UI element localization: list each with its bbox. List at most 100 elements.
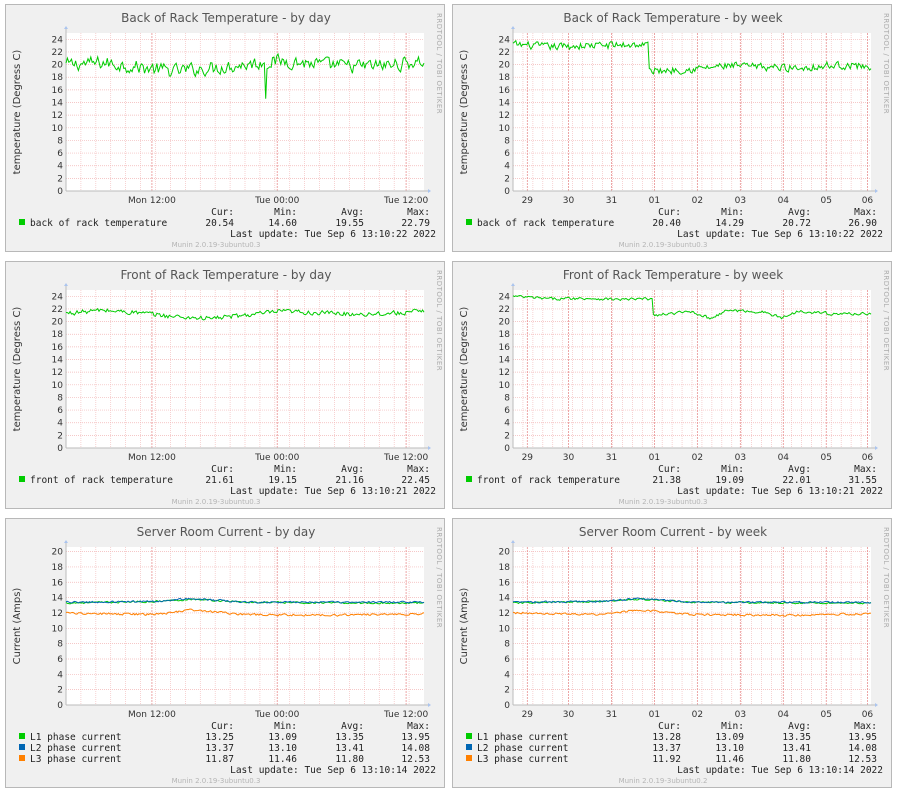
legend-label: front of rack temperature	[477, 475, 620, 486]
y-tick-label: 4	[504, 419, 510, 429]
stat-value: 13.28	[652, 732, 681, 743]
y-tick-label: 4	[504, 670, 510, 680]
stat-header: Cur:	[658, 207, 681, 218]
series-line	[65, 597, 425, 604]
series-line	[512, 39, 872, 76]
legend-swatch	[19, 733, 25, 739]
stat-value: 21.61	[205, 475, 234, 486]
stat-header: Cur:	[658, 464, 681, 475]
stat-value: 13.37	[205, 743, 234, 754]
y-axis-label: temperature (Degress C)	[459, 307, 470, 432]
y-tick-label: 0	[504, 701, 510, 711]
y-tick-label: 6	[57, 655, 63, 665]
stat-value: 13.37	[652, 743, 681, 754]
stat-header: Min:	[721, 207, 744, 218]
legend-label: back of rack temperature	[477, 218, 615, 229]
series-line	[65, 52, 425, 99]
stat-header: Max:	[854, 464, 877, 475]
y-tick-label: 2	[57, 174, 63, 184]
x-tick-label: 30	[563, 453, 575, 463]
y-tick-label: 14	[499, 99, 511, 109]
chart-title: Back of Rack Temperature - by day	[121, 11, 331, 25]
y-tick-label: 12	[52, 368, 63, 378]
rrdtool-credit: RRDTOOL / TOBI OETIKER	[882, 270, 890, 371]
x-tick-label: 01	[649, 710, 660, 720]
x-tick-label: 29	[522, 453, 534, 463]
stat-header: Avg:	[788, 464, 811, 475]
stat-header: Cur:	[211, 207, 234, 218]
y-tick-label: 24	[52, 292, 64, 302]
stat-value: 13.25	[205, 732, 234, 743]
y-tick-label: 20	[52, 61, 64, 71]
y-tick-label: 0	[504, 444, 510, 454]
y-tick-label: 6	[57, 406, 63, 416]
stat-header: Avg:	[341, 721, 364, 732]
series-line	[512, 597, 872, 604]
y-tick-label: 20	[499, 318, 511, 328]
y-tick-label: 20	[52, 318, 64, 328]
y-tick-label: 6	[57, 149, 63, 159]
stat-value: 13.95	[401, 732, 430, 743]
legend-label: L2 phase current	[477, 743, 569, 754]
x-axis-arrow	[875, 703, 878, 707]
stat-value: 13.10	[268, 743, 297, 754]
x-tick-label: 31	[606, 196, 617, 206]
series-line	[512, 609, 872, 617]
x-axis-arrow	[428, 189, 431, 193]
chart-svg: Back of Rack Temperature - by day RRDTOOL…	[12, 11, 443, 249]
x-tick-label: 05	[821, 453, 832, 463]
x-tick-label: Mon 12:00	[128, 196, 176, 206]
x-axis-arrow	[875, 446, 878, 450]
last-update: Last update: Tue Sep 6 13:10:22 2022	[677, 229, 883, 240]
x-tick-label: 03	[735, 710, 746, 720]
stat-header: Avg:	[341, 207, 364, 218]
y-tick-label: 14	[499, 594, 511, 604]
chart-svg: Server Room Current - by day RRDTOOL / TO…	[12, 525, 443, 785]
chart-svg: Back of Rack Temperature - by week RRDTOO…	[459, 11, 890, 249]
munin-version: Munin 2.0.19-3ubuntu0.3	[172, 777, 261, 785]
legend-label: back of rack temperature	[30, 218, 168, 229]
y-tick-label: 6	[504, 655, 510, 665]
y-tick-label: 12	[499, 111, 510, 121]
y-tick-label: 12	[499, 609, 510, 619]
chart-panel-front-rack-day: Front of Rack Temperature - by day RRDTOO…	[5, 261, 445, 509]
y-tick-label: 14	[52, 594, 64, 604]
x-tick-label: 03	[735, 453, 746, 463]
y-tick-label: 6	[504, 406, 510, 416]
x-tick-label: Tue 00:00	[254, 453, 299, 463]
y-tick-label: 22	[52, 48, 63, 58]
stat-value: 11.80	[335, 754, 364, 765]
munin-version: Munin 2.0.19-3ubuntu0.3	[619, 498, 708, 506]
rrdtool-credit: RRDTOOL / TOBI OETIKER	[882, 13, 890, 114]
y-tick-label: 18	[499, 330, 511, 340]
stat-header: Min:	[721, 464, 744, 475]
y-tick-label: 22	[52, 305, 63, 315]
legend-swatch	[466, 744, 472, 750]
stat-value: 31.55	[848, 475, 877, 486]
last-update: Last update: Tue Sep 6 13:10:14 2022	[677, 765, 883, 776]
stat-value: 20.72	[782, 218, 811, 229]
stat-value: 11.46	[715, 754, 744, 765]
stat-header: Cur:	[211, 464, 234, 475]
y-tick-label: 8	[504, 640, 510, 650]
stat-value: 22.01	[782, 475, 811, 486]
x-tick-label: 02	[692, 453, 703, 463]
y-tick-label: 22	[499, 305, 510, 315]
stat-value: 13.35	[335, 732, 364, 743]
series-line	[65, 608, 425, 617]
x-tick-label: 05	[821, 710, 832, 720]
x-tick-label: 29	[522, 710, 534, 720]
legend-swatch	[19, 219, 25, 225]
y-tick-label: 20	[52, 548, 64, 558]
stat-value: 20.40	[652, 218, 681, 229]
chart-panel-back-rack-day: Back of Rack Temperature - by day RRDTOOL…	[5, 4, 445, 252]
stat-header: Max:	[854, 721, 877, 732]
y-tick-label: 12	[52, 111, 63, 121]
y-tick-label: 8	[504, 393, 510, 403]
y-tick-label: 18	[52, 73, 64, 83]
legend-label: L2 phase current	[30, 743, 122, 754]
x-tick-label: 31	[606, 453, 617, 463]
y-tick-label: 0	[57, 187, 63, 197]
y-tick-label: 2	[504, 431, 510, 441]
rrdtool-credit: RRDTOOL / TOBI OETIKER	[435, 270, 443, 371]
